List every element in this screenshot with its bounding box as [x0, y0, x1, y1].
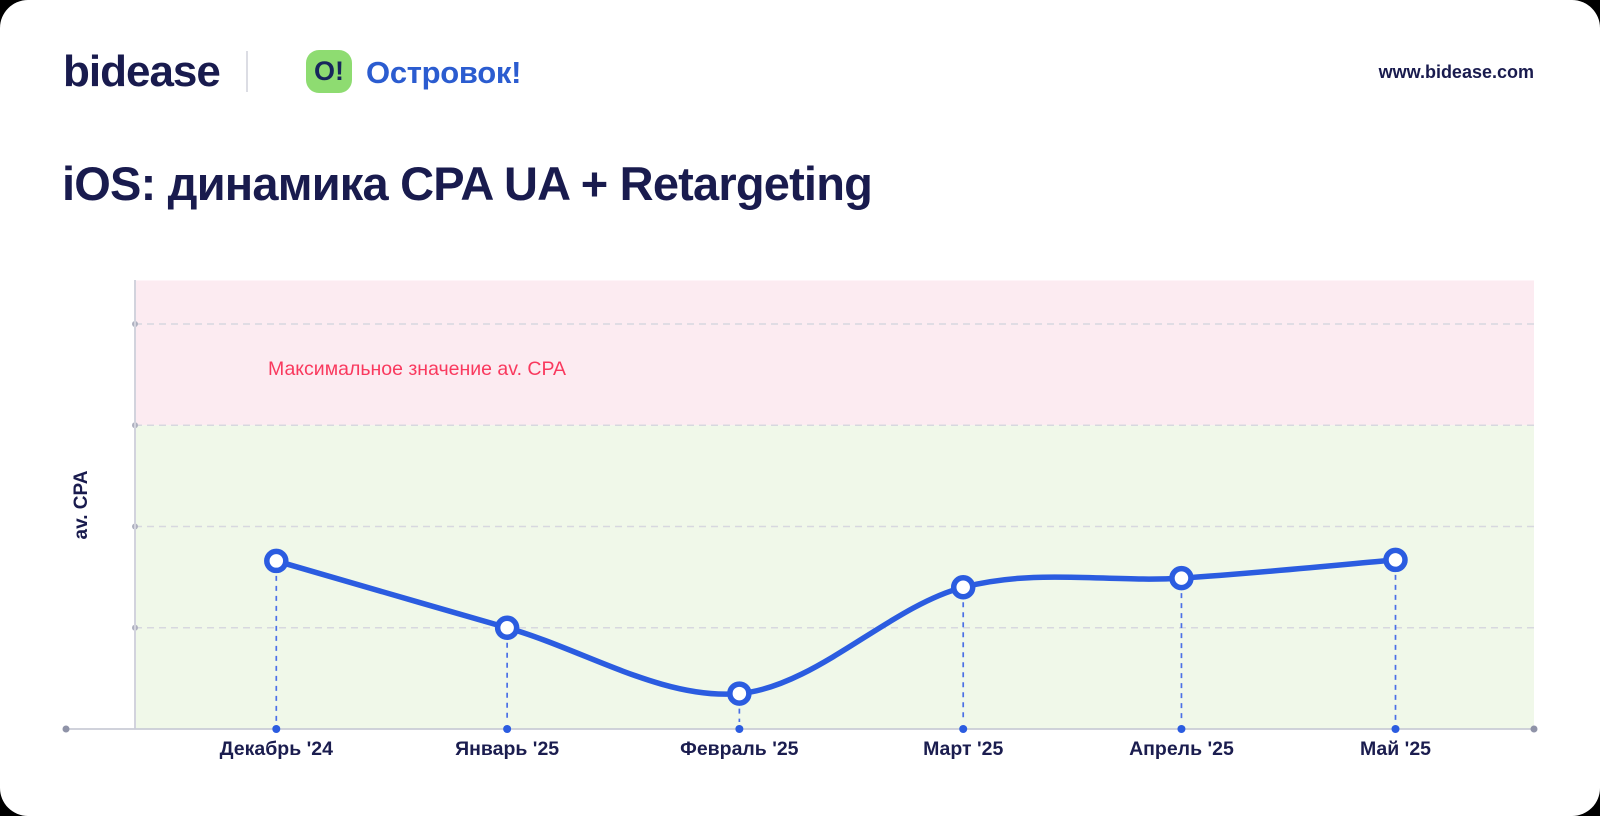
header: bidease О! Островок! www.bidease.com: [0, 0, 1600, 110]
data-point-3: [950, 575, 976, 600]
x-tick-label-dec24: Декабрь '24: [219, 738, 333, 760]
cpa-series-line: [273, 557, 1399, 697]
x-axis-start-dot: [62, 725, 70, 733]
dropline-axis-dot-1: [503, 725, 512, 733]
x-tick-label-mar25: Март '25: [923, 738, 1004, 760]
x-tick-label-feb25: Февраль '25: [680, 738, 799, 760]
dropline-axis-dot-2: [735, 725, 744, 733]
x-tick-label-apr25: Апрель '25: [1129, 738, 1234, 760]
x-tick-label-may25: Май '25: [1359, 738, 1432, 760]
page-title: iOS: динамика CPA UA + Retargeting: [62, 157, 873, 210]
ostrovok-badge-icon: О!: [306, 50, 352, 93]
website-url: www.bidease.com: [1378, 62, 1534, 82]
zone-normal-zone: [135, 425, 1534, 729]
max-zone-annotation: Максимальное значение av. CPA: [268, 358, 567, 380]
dropline-axis-dot-3: [959, 725, 968, 733]
data-point-2: [727, 681, 752, 706]
data-point-4: [1169, 565, 1194, 591]
y-axis-label: av. CPA: [71, 470, 92, 540]
partner-logo-text: Островок!: [366, 55, 522, 90]
data-point-0: [264, 548, 289, 574]
zone-max-zone: [135, 280, 1534, 426]
data-point-1: [494, 615, 520, 640]
dropline-axis-dot-0: [272, 725, 281, 733]
header-divider: [246, 51, 248, 92]
x-tick-label-jan25: Январь '25: [455, 738, 560, 760]
x-axis-end-dot: [1530, 725, 1538, 733]
dropline-axis-dot-5: [1391, 725, 1400, 733]
dropline-axis-dot-4: [1177, 725, 1186, 733]
bidease-logo: bidease: [63, 47, 221, 96]
data-point-5: [1383, 547, 1408, 573]
